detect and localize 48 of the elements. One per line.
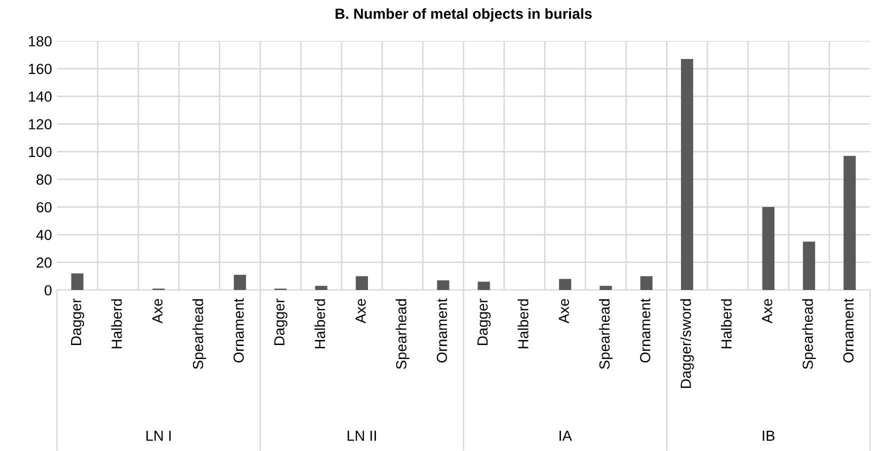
y-tick-label: 140	[28, 91, 52, 102]
y-tick-label: 120	[28, 119, 52, 130]
text: IA	[560, 430, 572, 441]
chart-title: B. Number of metal objects in burials	[336, 8, 592, 22]
x-tick-label: Halberd	[111, 299, 122, 348]
text: LN II	[348, 430, 376, 441]
x-tick-label: Ornament	[640, 298, 650, 362]
x-tick-label: Axe	[152, 298, 163, 324]
bar	[762, 207, 774, 290]
x-tick-label: Axe	[558, 298, 570, 324]
y-tick-label: 40	[36, 230, 52, 240]
bar	[559, 278, 572, 290]
text: IB	[762, 430, 774, 441]
bar	[356, 276, 368, 290]
x-tick-label: Ornament	[843, 298, 854, 362]
x-tick-label: Halberd	[314, 299, 326, 348]
x-tick-label: Spearhead	[192, 299, 206, 370]
bar	[802, 242, 816, 290]
y-tick-label: 100	[28, 146, 52, 158]
x-tick-label: Dagger	[478, 298, 491, 345]
x-tick-label: Axe	[762, 298, 772, 324]
x-tick-label: Spearhead	[396, 299, 410, 370]
bar	[315, 286, 328, 290]
x-tick-label: Spearhead	[598, 299, 613, 370]
y-tick-label: 180	[28, 36, 52, 46]
y-tick-label: 60	[36, 202, 52, 212]
x-tick-label: Halberd	[720, 299, 732, 348]
bar	[640, 276, 653, 290]
x-tick-label: Dagger	[274, 298, 288, 345]
y-tick-label: 20	[36, 257, 52, 268]
y-tick-label: 0	[44, 285, 52, 296]
bar	[680, 58, 694, 290]
bar	[234, 274, 246, 290]
x-tick-label: Axe	[356, 298, 366, 324]
bar	[437, 280, 450, 290]
x-tick-label: Ornament	[436, 298, 448, 362]
bar	[844, 156, 856, 290]
x-tick-label: Ornament	[234, 298, 244, 362]
text: LN I	[146, 430, 171, 441]
bar	[600, 286, 612, 290]
x-tick-label: Dagger/sword	[680, 299, 694, 388]
y-tick-label: 80	[36, 174, 52, 185]
x-tick-label: Dagger	[71, 298, 84, 345]
bar	[478, 282, 490, 290]
y-tick-label: 160	[28, 64, 52, 74]
x-tick-label: Spearhead	[802, 299, 816, 370]
x-tick-label: Halberd	[518, 299, 528, 348]
bar	[71, 273, 84, 290]
